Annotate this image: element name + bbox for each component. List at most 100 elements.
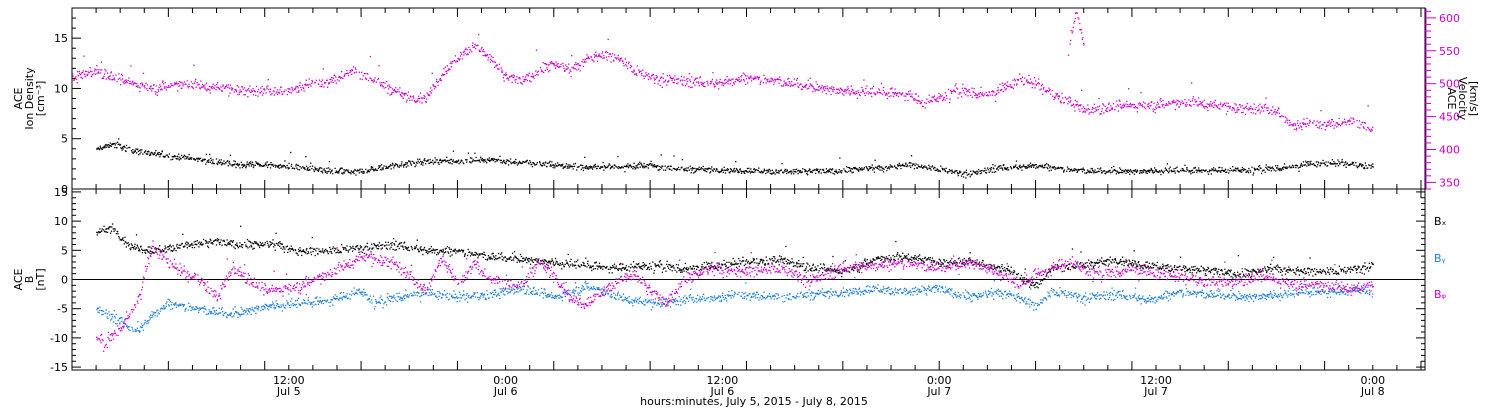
data-point [366, 72, 368, 75]
data-point [518, 162, 520, 164]
data-point [1076, 12, 1078, 14]
data-point [126, 242, 128, 245]
y2-tick-label: 500 [1439, 78, 1460, 91]
data-point [587, 57, 590, 59]
data-point [928, 164, 930, 166]
data-point [1264, 171, 1266, 173]
data-point [694, 84, 696, 86]
data-point [1119, 171, 1121, 174]
data-point [1136, 169, 1138, 171]
data-point [155, 249, 157, 251]
data-point [416, 239, 418, 241]
data-point [839, 91, 841, 93]
data-point [966, 174, 968, 176]
data-point [449, 248, 451, 250]
data-point [1056, 93, 1058, 95]
data-point [1349, 164, 1351, 166]
data-point [270, 164, 272, 166]
data-point [726, 76, 728, 78]
data-point [128, 82, 130, 85]
data-point [1163, 104, 1165, 106]
data-point [735, 161, 737, 163]
data-point [1253, 167, 1255, 169]
data-point [183, 154, 186, 156]
data-point [969, 91, 971, 94]
data-point [390, 246, 392, 248]
data-point [949, 98, 951, 100]
data-point [671, 77, 674, 80]
data-point [239, 167, 241, 169]
data-point [1296, 122, 1299, 124]
data-point [1367, 126, 1369, 129]
data-point [1219, 166, 1221, 168]
data-point [1316, 166, 1318, 168]
data-point [724, 169, 726, 171]
data-point [1356, 120, 1358, 122]
data-point [512, 76, 514, 78]
data-point [1049, 167, 1051, 169]
data-point [816, 168, 818, 170]
data-point [702, 83, 704, 85]
data-point [885, 92, 887, 94]
data-point [1032, 164, 1034, 166]
data-point [1163, 107, 1165, 109]
data-point [1335, 122, 1337, 124]
data-point [1267, 169, 1269, 171]
y-tick-label: 15 [54, 186, 68, 199]
data-point [556, 63, 558, 65]
data-point [1161, 105, 1164, 107]
data-point [498, 63, 500, 65]
data-point [186, 157, 188, 160]
data-point [389, 94, 391, 96]
data-point [857, 92, 860, 94]
data-point [505, 72, 507, 74]
data-point [76, 82, 78, 84]
data-point [234, 89, 237, 91]
data-point [178, 159, 180, 161]
data-point [1129, 102, 1132, 105]
data-point [148, 151, 150, 153]
data-point [708, 167, 711, 170]
data-point [1271, 109, 1273, 112]
data-point [1329, 162, 1331, 164]
data-point [809, 77, 811, 79]
data-point [747, 171, 749, 173]
data-point [895, 94, 898, 97]
data-point [1242, 168, 1244, 171]
data-point [249, 163, 251, 165]
data-point [909, 161, 911, 164]
data-point [865, 92, 867, 94]
data-point [1123, 103, 1125, 105]
data-point [760, 172, 762, 174]
data-point [1258, 164, 1261, 167]
data-point [366, 242, 368, 244]
data-point [231, 89, 233, 91]
data-point [163, 86, 166, 88]
data-point [438, 163, 440, 165]
data-point [881, 167, 883, 169]
data-point [258, 163, 260, 166]
data-point [136, 244, 138, 246]
data-point [305, 165, 308, 167]
data-point [147, 153, 149, 155]
data-point [688, 73, 691, 75]
data-point [1239, 104, 1241, 106]
data-point [107, 146, 109, 148]
data-point [259, 241, 261, 244]
data-point [519, 162, 522, 164]
data-point [1221, 169, 1223, 171]
data-point [494, 61, 496, 63]
data-point [677, 166, 680, 169]
data-point [721, 169, 723, 171]
data-point [416, 100, 418, 102]
data-point [1304, 123, 1306, 125]
data-point [738, 171, 740, 174]
data-point [290, 151, 292, 154]
data-point [299, 84, 301, 87]
data-point [118, 237, 120, 239]
data-point [1152, 170, 1154, 172]
data-point [975, 94, 977, 96]
data-point [1093, 107, 1095, 110]
data-point [843, 168, 845, 170]
data-point [289, 250, 291, 252]
